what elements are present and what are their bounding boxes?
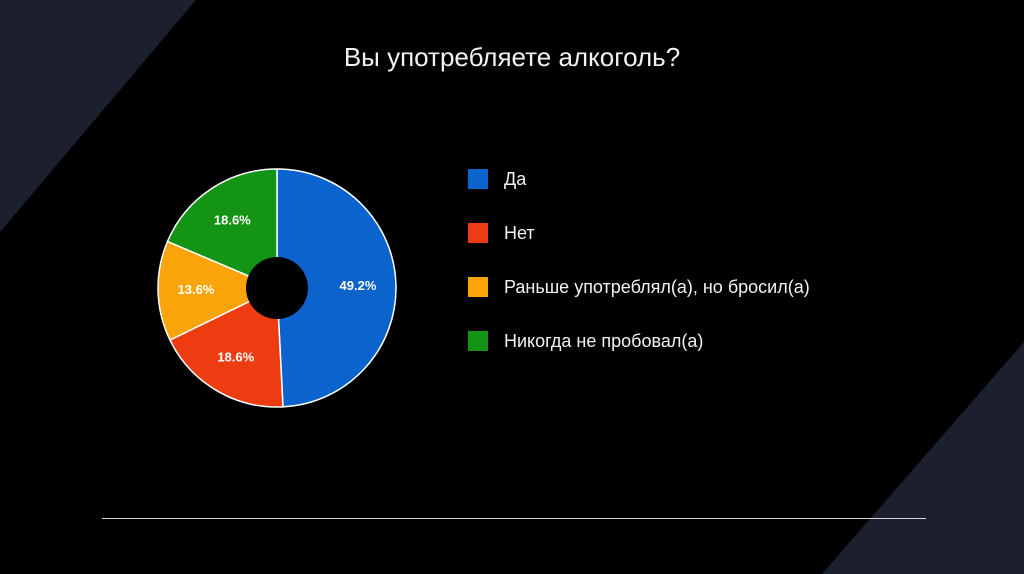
legend-label: Раньше употреблял(а), но бросил(а) [504,276,810,297]
legend-swatch [468,277,488,297]
slice-data-label-2: 13.6% [178,282,215,297]
pie-slice-0 [276,168,397,408]
legend-label: Нет [504,222,535,243]
bottom-right-corner-shape [822,342,1024,574]
slice-data-label-0: 49.2% [340,278,377,293]
legend-item: Раньше употреблял(а), но бросил(а) [468,276,810,298]
slice-data-label-3: 18.6% [214,212,251,227]
donut-chart: 49.2% 18.6% 13.6% 18.6% [157,168,397,408]
pie-slice-1 [168,286,284,408]
legend-label: Никогда не пробовал(а) [504,330,704,351]
legend-item: Да [468,168,810,190]
donut-hole [246,257,308,319]
slide-title: Вы употребляете алкоголь? [343,42,681,72]
legend-swatch [468,223,488,243]
legend-item: Никогда не пробовал(а) [468,330,810,352]
legend-item: Нет [468,222,810,244]
footer-divider [102,518,926,519]
legend-label: Да [504,168,527,189]
legend-swatch [468,331,488,351]
chart-legend: Да Нет Раньше употреблял(а), но бросил(а) Н… [468,168,810,384]
legend-swatch [468,169,488,189]
slice-data-label-1: 18.6% [217,350,254,365]
top-left-corner-shape [0,0,196,232]
pie-slice-2 [157,240,279,342]
pie-slice-3 [166,168,278,290]
